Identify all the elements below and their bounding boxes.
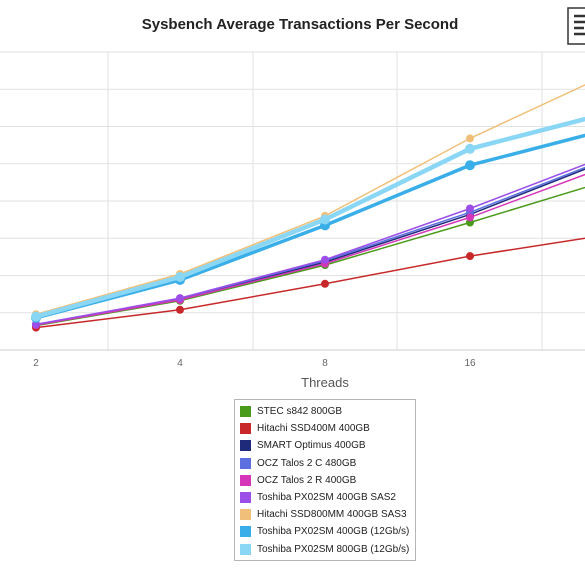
data-point [466, 134, 474, 143]
data-point [176, 294, 184, 303]
legend-label: Toshiba PX02SM 400GB (12Gb/s) [257, 526, 410, 538]
legend-label: OCZ Talos 2 C 480GB [257, 457, 357, 469]
legend-label: OCZ Talos 2 R 400GB [257, 474, 357, 486]
legend-swatch [240, 509, 251, 521]
series-6 [32, 84, 585, 319]
legend-swatch [240, 474, 251, 486]
data-point [321, 279, 329, 288]
series-2 [32, 168, 585, 329]
data-point [320, 214, 330, 225]
legend-swatch [240, 543, 251, 555]
series-line [35, 237, 585, 329]
x-tick-label: 16 [464, 358, 476, 369]
legend: STEC s842 800GB Hitachi SSD400M 400GB SMAR… [234, 399, 416, 561]
series-line [35, 166, 585, 326]
legend-label: STEC s842 800GB [257, 406, 343, 418]
series-8 [31, 116, 585, 322]
x-tick-labels: 2481632 [33, 358, 476, 369]
legend-item: OCZ Talos 2 R 400GB [235, 472, 415, 489]
legend-item: Toshiba PX02SM 400GB (12Gb/s) [235, 523, 415, 540]
plot-area: 2481632 Threads [0, 51, 585, 390]
data-point [175, 272, 185, 282]
data-point [465, 143, 475, 154]
legend-item: Toshiba PX02SM 400GB SAS2 [235, 489, 415, 506]
legend-item: Toshiba PX02SM 800GB (12Gb/s) [235, 541, 415, 558]
legend-item: OCZ Talos 2 C 480GB [235, 455, 415, 472]
data-point [465, 160, 475, 171]
series-4 [32, 173, 585, 329]
data-point [466, 213, 474, 222]
series-group [31, 84, 585, 332]
legend-label: SMART Optimus 400GB [257, 440, 366, 452]
x-axis-label: Threads [301, 375, 349, 390]
legend-item: Hitachi SSD800MM 400GB SAS3 [235, 506, 415, 523]
legend-item: Hitachi SSD400M 400GB [235, 420, 415, 437]
data-point [466, 204, 474, 213]
legend-label: Toshiba PX02SM 800GB (12Gb/s) [257, 543, 410, 555]
legend-label: Toshiba PX02SM 400GB SAS2 [257, 492, 396, 504]
chart-title: Sysbench Average Transactions Per Second [141, 16, 459, 33]
legend-swatch [240, 526, 251, 538]
data-point [466, 252, 474, 261]
legend-swatch [240, 492, 251, 504]
data-point [321, 255, 329, 264]
series-line [35, 163, 585, 326]
x-tick-label: 8 [322, 358, 328, 369]
series-line [35, 168, 585, 326]
data-point [32, 320, 40, 329]
x-tick-label: 2 [33, 358, 39, 369]
data-point [31, 311, 41, 322]
legend-swatch [240, 406, 251, 418]
series-3 [32, 166, 585, 329]
logo [567, 7, 585, 45]
series-line [35, 84, 585, 315]
legend-item: STEC s842 800GB [235, 403, 415, 420]
legend-item: SMART Optimus 400GB [235, 437, 415, 454]
data-point [176, 305, 184, 314]
legend-label: Hitachi SSD400M 400GB [257, 423, 370, 435]
legend-swatch [240, 440, 251, 452]
legend-swatch [240, 457, 251, 469]
legend-label: Hitachi SSD800MM 400GB SAS3 [257, 509, 407, 521]
series-line [35, 173, 585, 326]
series-1 [32, 237, 585, 332]
grid [0, 51, 585, 351]
series-5 [32, 163, 585, 329]
x-tick-label: 4 [177, 358, 183, 369]
series-0 [32, 186, 585, 330]
legend-swatch [240, 423, 251, 435]
